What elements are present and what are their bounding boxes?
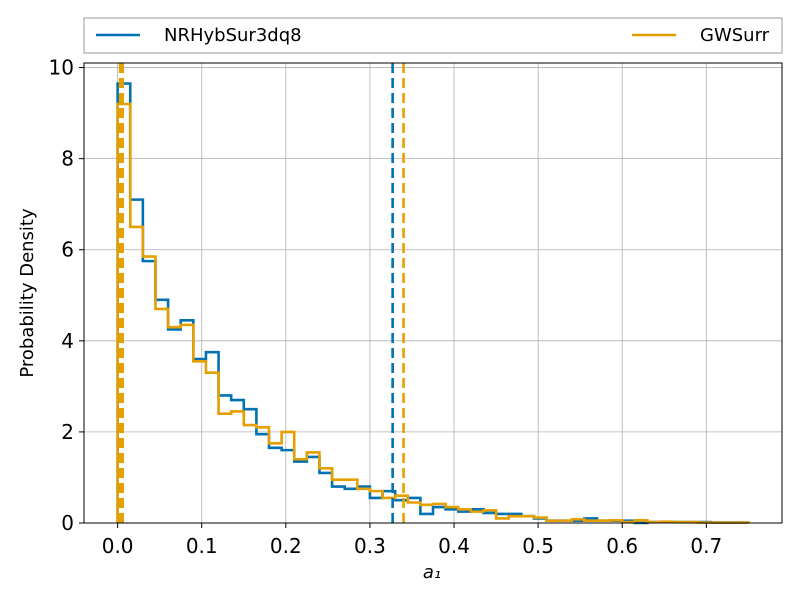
x-tick-label: 0.0: [102, 534, 134, 558]
y-ticks: 0 2 4 6 8 10: [49, 56, 84, 535]
median-lines: [118, 63, 405, 523]
y-tick-label: 4: [61, 329, 74, 353]
y-tick-label: 0: [61, 511, 74, 535]
x-ticks: 0.0 0.1 0.2 0.3 0.4 0.5 0.6 0.7: [102, 523, 722, 558]
plot-area-frame: [83, 62, 783, 524]
histogram-series-1: [116, 82, 750, 525]
legend-label-series-1: NRHybSur3dq8: [164, 25, 302, 46]
y-tick-label: 6: [61, 238, 74, 262]
x-tick-label: 0.3: [354, 534, 386, 558]
x-tick-label: 0.1: [186, 534, 218, 558]
legend: NRHybSur3dq8 GWSurr: [83, 17, 783, 54]
x-tick-label: 0.7: [690, 534, 722, 558]
y-tick-label: 2: [61, 420, 74, 444]
y-axis-label: Probability Density: [17, 208, 38, 378]
x-tick-label: 0.5: [522, 534, 554, 558]
legend-label-series-2: GWSurr: [700, 25, 770, 46]
x-axis-label: a₁: [423, 562, 441, 583]
y-tick-label: 10: [49, 56, 74, 80]
x-tick-label: 0.6: [606, 534, 638, 558]
series-layer: [116, 82, 750, 525]
grid: [84, 63, 782, 524]
x-tick-label: 0.2: [270, 534, 302, 558]
y-tick-label: 8: [61, 147, 74, 171]
x-tick-label: 0.4: [438, 534, 470, 558]
histogram-series-2: [116, 102, 750, 524]
